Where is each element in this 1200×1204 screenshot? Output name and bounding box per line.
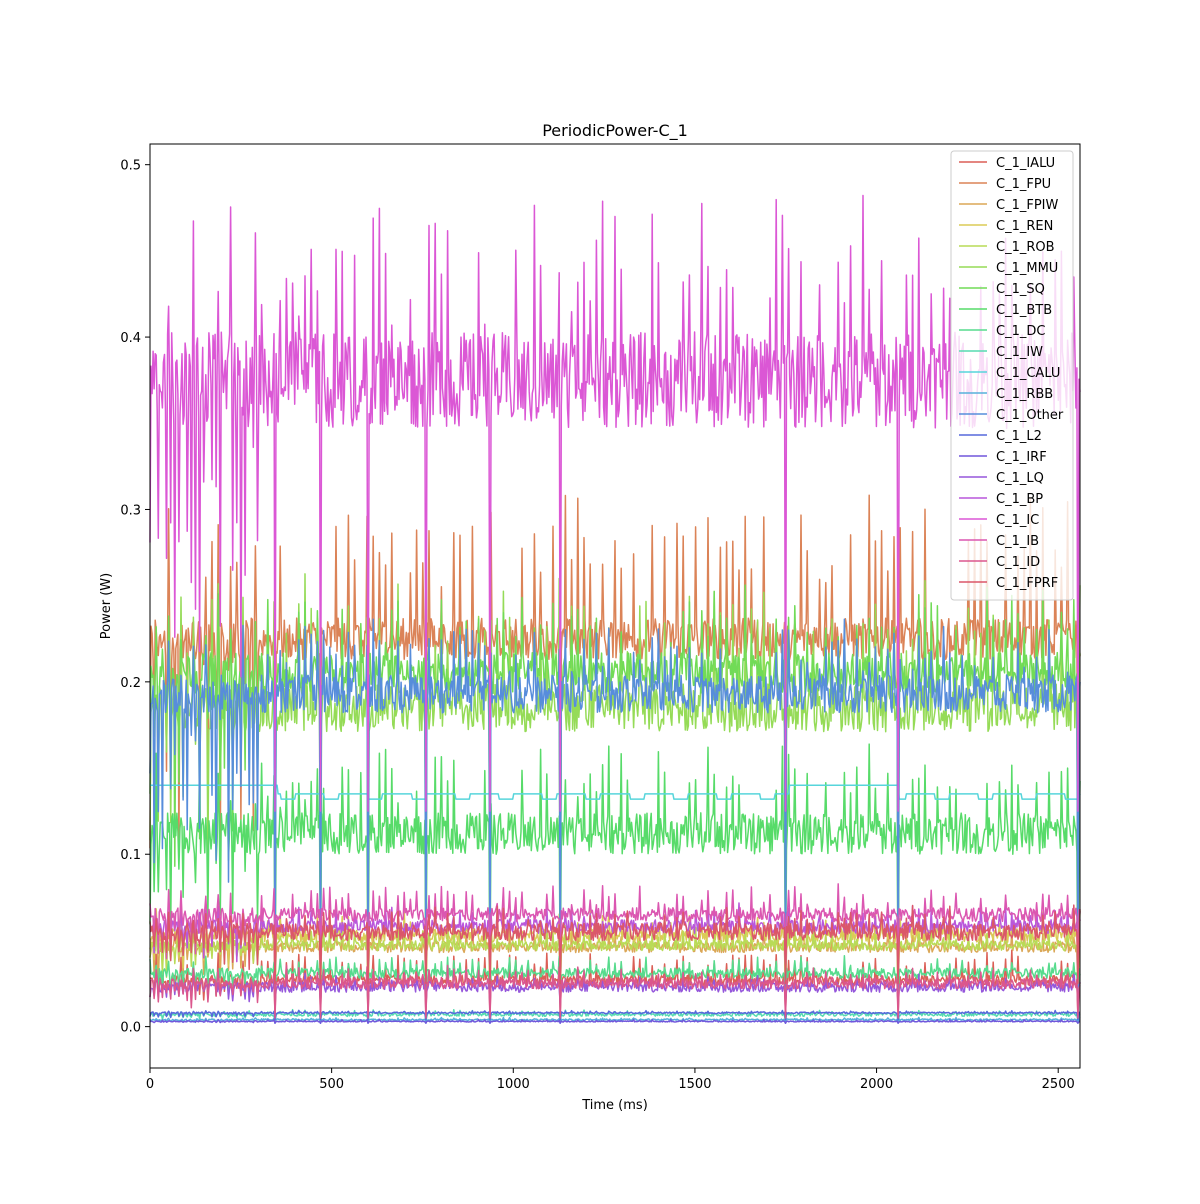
legend-label: C_1_FPU: [996, 177, 1051, 192]
legend-label: C_1_SQ: [996, 282, 1045, 297]
series-line-C_1_DC: [149, 954, 1081, 1009]
x-tick-label: 500: [319, 1077, 344, 1092]
legend-label: C_1_ID: [996, 555, 1040, 570]
legend-label: C_1_BTB: [996, 303, 1052, 318]
y-tick-label: 0.2: [120, 676, 141, 691]
series-layer: [149, 194, 1081, 1024]
legend-label: C_1_FPIW: [996, 198, 1058, 213]
series-line-C_1_IB: [149, 883, 1081, 985]
legend-label: C_1_LQ: [996, 471, 1044, 486]
legend-label: C_1_DC: [996, 324, 1045, 339]
series-line-C_1_IALU: [149, 949, 1081, 1016]
series-line-C_1_ROB: [149, 923, 1081, 999]
series-line-C_1_IC: [149, 194, 1081, 812]
legend-label: C_1_FPRF: [996, 576, 1058, 591]
series-line-C_1_Other: [149, 618, 1081, 988]
series-line-C_1_ID: [149, 964, 1081, 1019]
x-tick-label: 2000: [860, 1077, 893, 1092]
legend-label: C_1_IW: [996, 345, 1043, 360]
legend-label: C_1_L2: [996, 429, 1042, 444]
series-line-C_1_FPRF: [149, 904, 1081, 985]
y-axis: 0.0 0.1 0.2 0.3 0.4 0.5: [120, 159, 150, 1036]
legend-box: [950, 150, 1074, 601]
legend-label: C_1_Other: [996, 408, 1064, 423]
x-tick-label: 0: [146, 1077, 154, 1092]
legend: C_1_IALU C_1_FPU C_1_FPIW C_1_REN C_1_ROB C_1…: [950, 150, 1074, 601]
y-tick-label: 0.0: [120, 1021, 141, 1036]
y-tick-label: 0.1: [120, 848, 141, 863]
legend-label: C_1_IC: [996, 513, 1039, 528]
legend-label: C_1_MMU: [996, 261, 1058, 276]
x-tick-label: 1500: [678, 1077, 711, 1092]
plot-frame: [149, 143, 1081, 1069]
y-axis-label: Power (W): [99, 573, 114, 639]
legend-label: C_1_CALU: [996, 366, 1060, 381]
y-tick-label: 0.3: [120, 503, 141, 518]
series-line-C_1_BTB: [149, 743, 1081, 990]
series-line-C_1_IW: [149, 1008, 1081, 1023]
legend-label: C_1_REN: [996, 219, 1053, 234]
legend-label: C_1_IALU: [996, 156, 1055, 171]
series-line-C_1_L2: [149, 1009, 1081, 1021]
series-line-C_1_CALU: [150, 784, 1081, 800]
series-line-C_1_IRF: [149, 1018, 1081, 1024]
legend-label: C_1_IB: [996, 534, 1039, 549]
legend-label: C_1_RBB: [996, 387, 1053, 402]
legend-label: C_1_ROB: [996, 240, 1055, 255]
y-tick-label: 0.5: [120, 159, 141, 174]
legend-label: C_1_BP: [996, 492, 1043, 507]
series-line-C_1_SQ: [149, 584, 1081, 985]
legend-label: C_1_IRF: [996, 450, 1047, 465]
x-tick-label: 2500: [1042, 1077, 1075, 1092]
x-tick-label: 1000: [497, 1077, 530, 1092]
x-axis-label: Time (ms): [581, 1098, 648, 1113]
chart-title: PeriodicPower-C_1: [542, 121, 688, 141]
x-axis: 0 500 1000 1500 2000 2500: [146, 1068, 1075, 1092]
y-tick-label: 0.4: [120, 331, 141, 346]
